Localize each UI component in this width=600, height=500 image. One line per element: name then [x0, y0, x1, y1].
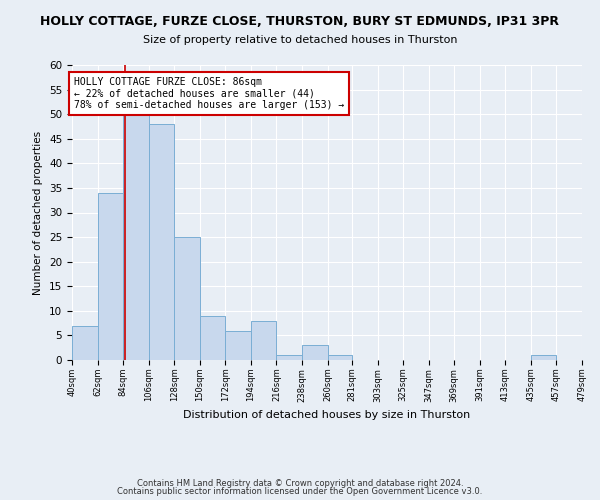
Text: Contains HM Land Registry data © Crown copyright and database right 2024.: Contains HM Land Registry data © Crown c…: [137, 478, 463, 488]
Text: Contains public sector information licensed under the Open Government Licence v3: Contains public sector information licen…: [118, 487, 482, 496]
Y-axis label: Number of detached properties: Number of detached properties: [34, 130, 43, 294]
Text: HOLLY COTTAGE FURZE CLOSE: 86sqm
← 22% of detached houses are smaller (44)
78% o: HOLLY COTTAGE FURZE CLOSE: 86sqm ← 22% o…: [74, 78, 344, 110]
Bar: [98, 193, 123, 360]
Text: HOLLY COTTAGE, FURZE CLOSE, THURSTON, BURY ST EDMUNDS, IP31 3PR: HOLLY COTTAGE, FURZE CLOSE, THURSTON, BU…: [41, 15, 560, 28]
Bar: [328, 355, 352, 360]
Bar: [174, 237, 200, 360]
X-axis label: Distribution of detached houses by size in Thurston: Distribution of detached houses by size …: [184, 410, 470, 420]
Bar: [531, 355, 556, 360]
Bar: [251, 320, 277, 360]
Bar: [302, 345, 328, 360]
Bar: [200, 316, 226, 360]
Bar: [72, 326, 98, 360]
Text: Size of property relative to detached houses in Thurston: Size of property relative to detached ho…: [143, 35, 457, 45]
Bar: [123, 114, 149, 360]
Bar: [277, 355, 302, 360]
Bar: [226, 330, 251, 360]
Bar: [149, 124, 174, 360]
